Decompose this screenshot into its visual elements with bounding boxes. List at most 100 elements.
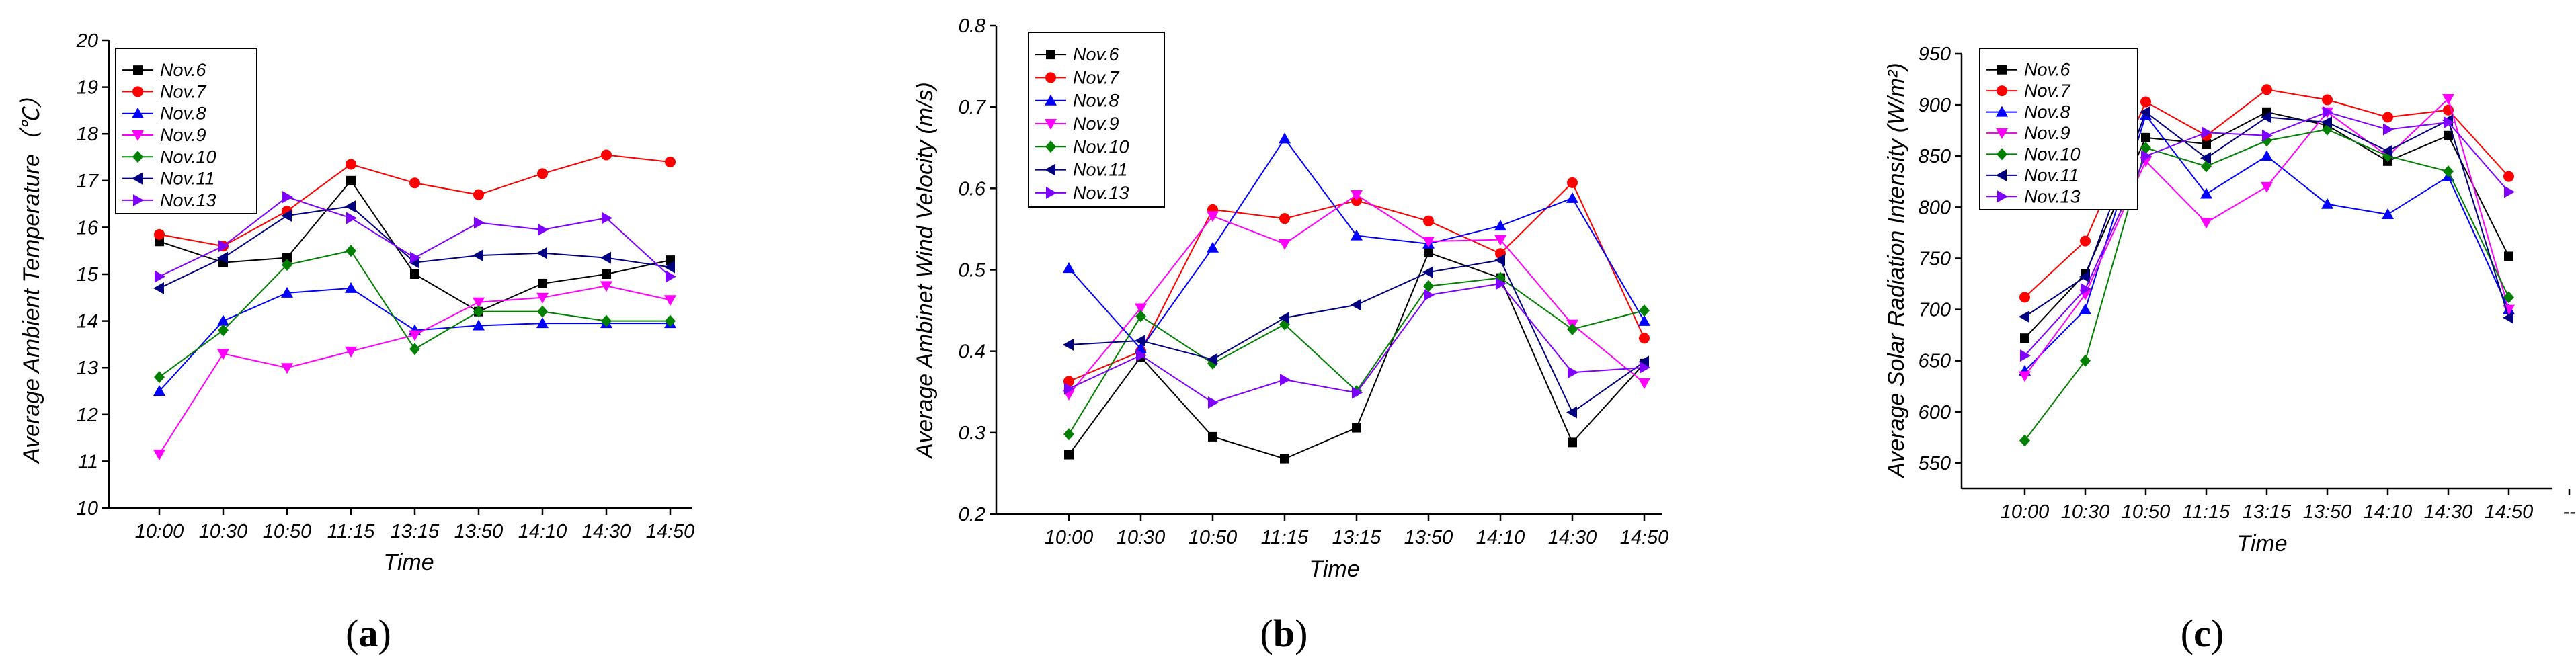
legend-label-nov-6: Nov.6 — [160, 60, 207, 80]
data-point-nov-10 — [1567, 323, 1578, 335]
data-point-nov-6 — [282, 253, 292, 263]
data-point-nov-13 — [2020, 349, 2031, 362]
x-tick-label: 10:00 — [135, 521, 184, 542]
data-point-nov-7 — [2080, 235, 2091, 247]
legend-marker — [132, 86, 143, 97]
data-point-nov-9 — [664, 295, 676, 306]
y-tick-label: 750 — [1919, 248, 1951, 269]
legend-label-nov-9: Nov.9 — [1073, 114, 1119, 134]
legend-marker — [133, 65, 143, 75]
legend-marker — [1045, 72, 1056, 83]
data-point-nov-11 — [2261, 111, 2271, 124]
data-point-nov-10 — [409, 343, 420, 355]
y-tick-label: 950 — [1919, 44, 1951, 65]
y-tick-label: 0.8 — [959, 15, 985, 37]
data-point-nov-11 — [2200, 152, 2211, 165]
data-point-nov-9 — [1422, 237, 1435, 248]
data-point-nov-10 — [2080, 354, 2091, 367]
data-point-nov-6 — [1280, 454, 1289, 464]
legend-label-nov-6: Nov.6 — [2024, 60, 2071, 80]
series-nov-11 — [1063, 253, 1649, 419]
data-point-nov-8 — [2261, 150, 2273, 161]
data-point-nov-11 — [153, 282, 164, 294]
data-point-nov-6 — [602, 269, 611, 279]
data-point-nov-10 — [537, 305, 548, 318]
x-tick-label: 10:50 — [263, 521, 312, 542]
series-nov-8 — [1063, 132, 1650, 354]
x-tick-label: 14:10 — [1476, 527, 1525, 548]
legend-marker — [133, 194, 144, 206]
data-point-nov-8 — [536, 317, 549, 329]
series-nov-10 — [2019, 123, 2514, 447]
series-nov-10 — [154, 245, 676, 384]
data-point-nov-13 — [2504, 185, 2515, 198]
data-point-nov-13 — [1280, 374, 1291, 386]
x-tick-label: 14:30 — [582, 521, 631, 542]
x-tick-label: 10:00 — [2001, 501, 2050, 523]
panel-label: (b) — [1260, 612, 1308, 655]
legend-label-nov-7: Nov.7 — [160, 81, 207, 101]
data-point-nov-11 — [1063, 338, 1074, 351]
x-tick-label: 13:15 — [1332, 527, 1381, 548]
data-point-nov-11 — [217, 251, 228, 264]
x-tick-label: 13:15 — [2243, 501, 2292, 523]
legend-label-nov-10: Nov.10 — [160, 146, 216, 167]
x-tick-label: 14:10 — [518, 521, 567, 542]
data-point-nov-9 — [1207, 211, 1219, 222]
data-point-nov-8 — [2079, 303, 2091, 314]
data-point-nov-6 — [1568, 437, 1577, 448]
y-tick-label: 19 — [77, 77, 98, 99]
data-point-nov-11 — [2503, 311, 2513, 324]
y-tick-label: 13 — [77, 358, 98, 379]
legend-label-nov-9: Nov.9 — [2024, 123, 2070, 143]
legend-marker — [1996, 106, 2008, 117]
data-point-nov-9 — [1351, 190, 1363, 202]
data-point-nov-8 — [2200, 187, 2212, 199]
data-point-nov-6 — [2020, 333, 2029, 343]
legend-label-nov-13: Nov.13 — [160, 190, 216, 210]
data-point-nov-13 — [2444, 116, 2454, 128]
legend-marker — [1997, 190, 2008, 203]
data-point-nov-13 — [410, 251, 421, 264]
data-point-nov-7 — [1639, 333, 1650, 344]
data-point-nov-7 — [154, 228, 165, 240]
y-tick-label: 0.7 — [959, 97, 987, 118]
series-nov-13 — [1064, 278, 1650, 409]
data-point-nov-13 — [282, 191, 293, 204]
data-point-nov-13 — [346, 212, 357, 224]
data-point-nov-13 — [666, 270, 676, 283]
data-point-nov-13 — [2141, 150, 2152, 163]
data-point-nov-11 — [2140, 106, 2150, 118]
data-point-nov-11 — [1566, 406, 1577, 419]
data-point-nov-9 — [473, 297, 485, 308]
legend-marker — [1045, 119, 1057, 130]
x-tick-label: 13:15 — [391, 521, 440, 542]
data-point-nov-10 — [346, 245, 356, 257]
legend-marker — [1997, 85, 2007, 97]
panel-label: (a) — [346, 612, 391, 655]
legend-label-nov-13: Nov.13 — [1073, 183, 1129, 203]
series-line-nov-9 — [159, 285, 671, 455]
x-tick-label: 10:30 — [1117, 527, 1166, 548]
series-nov-13 — [2020, 106, 2515, 362]
data-point-nov-13 — [2383, 123, 2394, 136]
data-point-nov-6 — [1352, 423, 1361, 433]
series-nov-11 — [2019, 106, 2513, 324]
data-point-nov-6 — [1208, 431, 1217, 442]
data-point-nov-7 — [665, 156, 676, 167]
data-point-nov-8 — [2321, 198, 2333, 209]
data-point-nov-10 — [601, 314, 612, 327]
x-axis-title: Time — [1309, 556, 1359, 582]
data-point-nov-10 — [2140, 142, 2151, 155]
series-nov-10 — [1063, 271, 1650, 441]
x-tick-label: 11:15 — [2183, 501, 2230, 523]
x-tick-label: 13:50 — [2303, 501, 2352, 523]
chart-panel-b: 0.2 0.3 0.4 0.5 0.6 0.7 0.8 10:00 10:30 10:50 11:1… — [912, 15, 1668, 655]
data-point-nov-11 — [536, 247, 547, 259]
data-point-nov-8 — [1494, 220, 1506, 231]
legend-label-nov-9: Nov.9 — [160, 125, 206, 145]
data-point-nov-9 — [2442, 93, 2454, 105]
